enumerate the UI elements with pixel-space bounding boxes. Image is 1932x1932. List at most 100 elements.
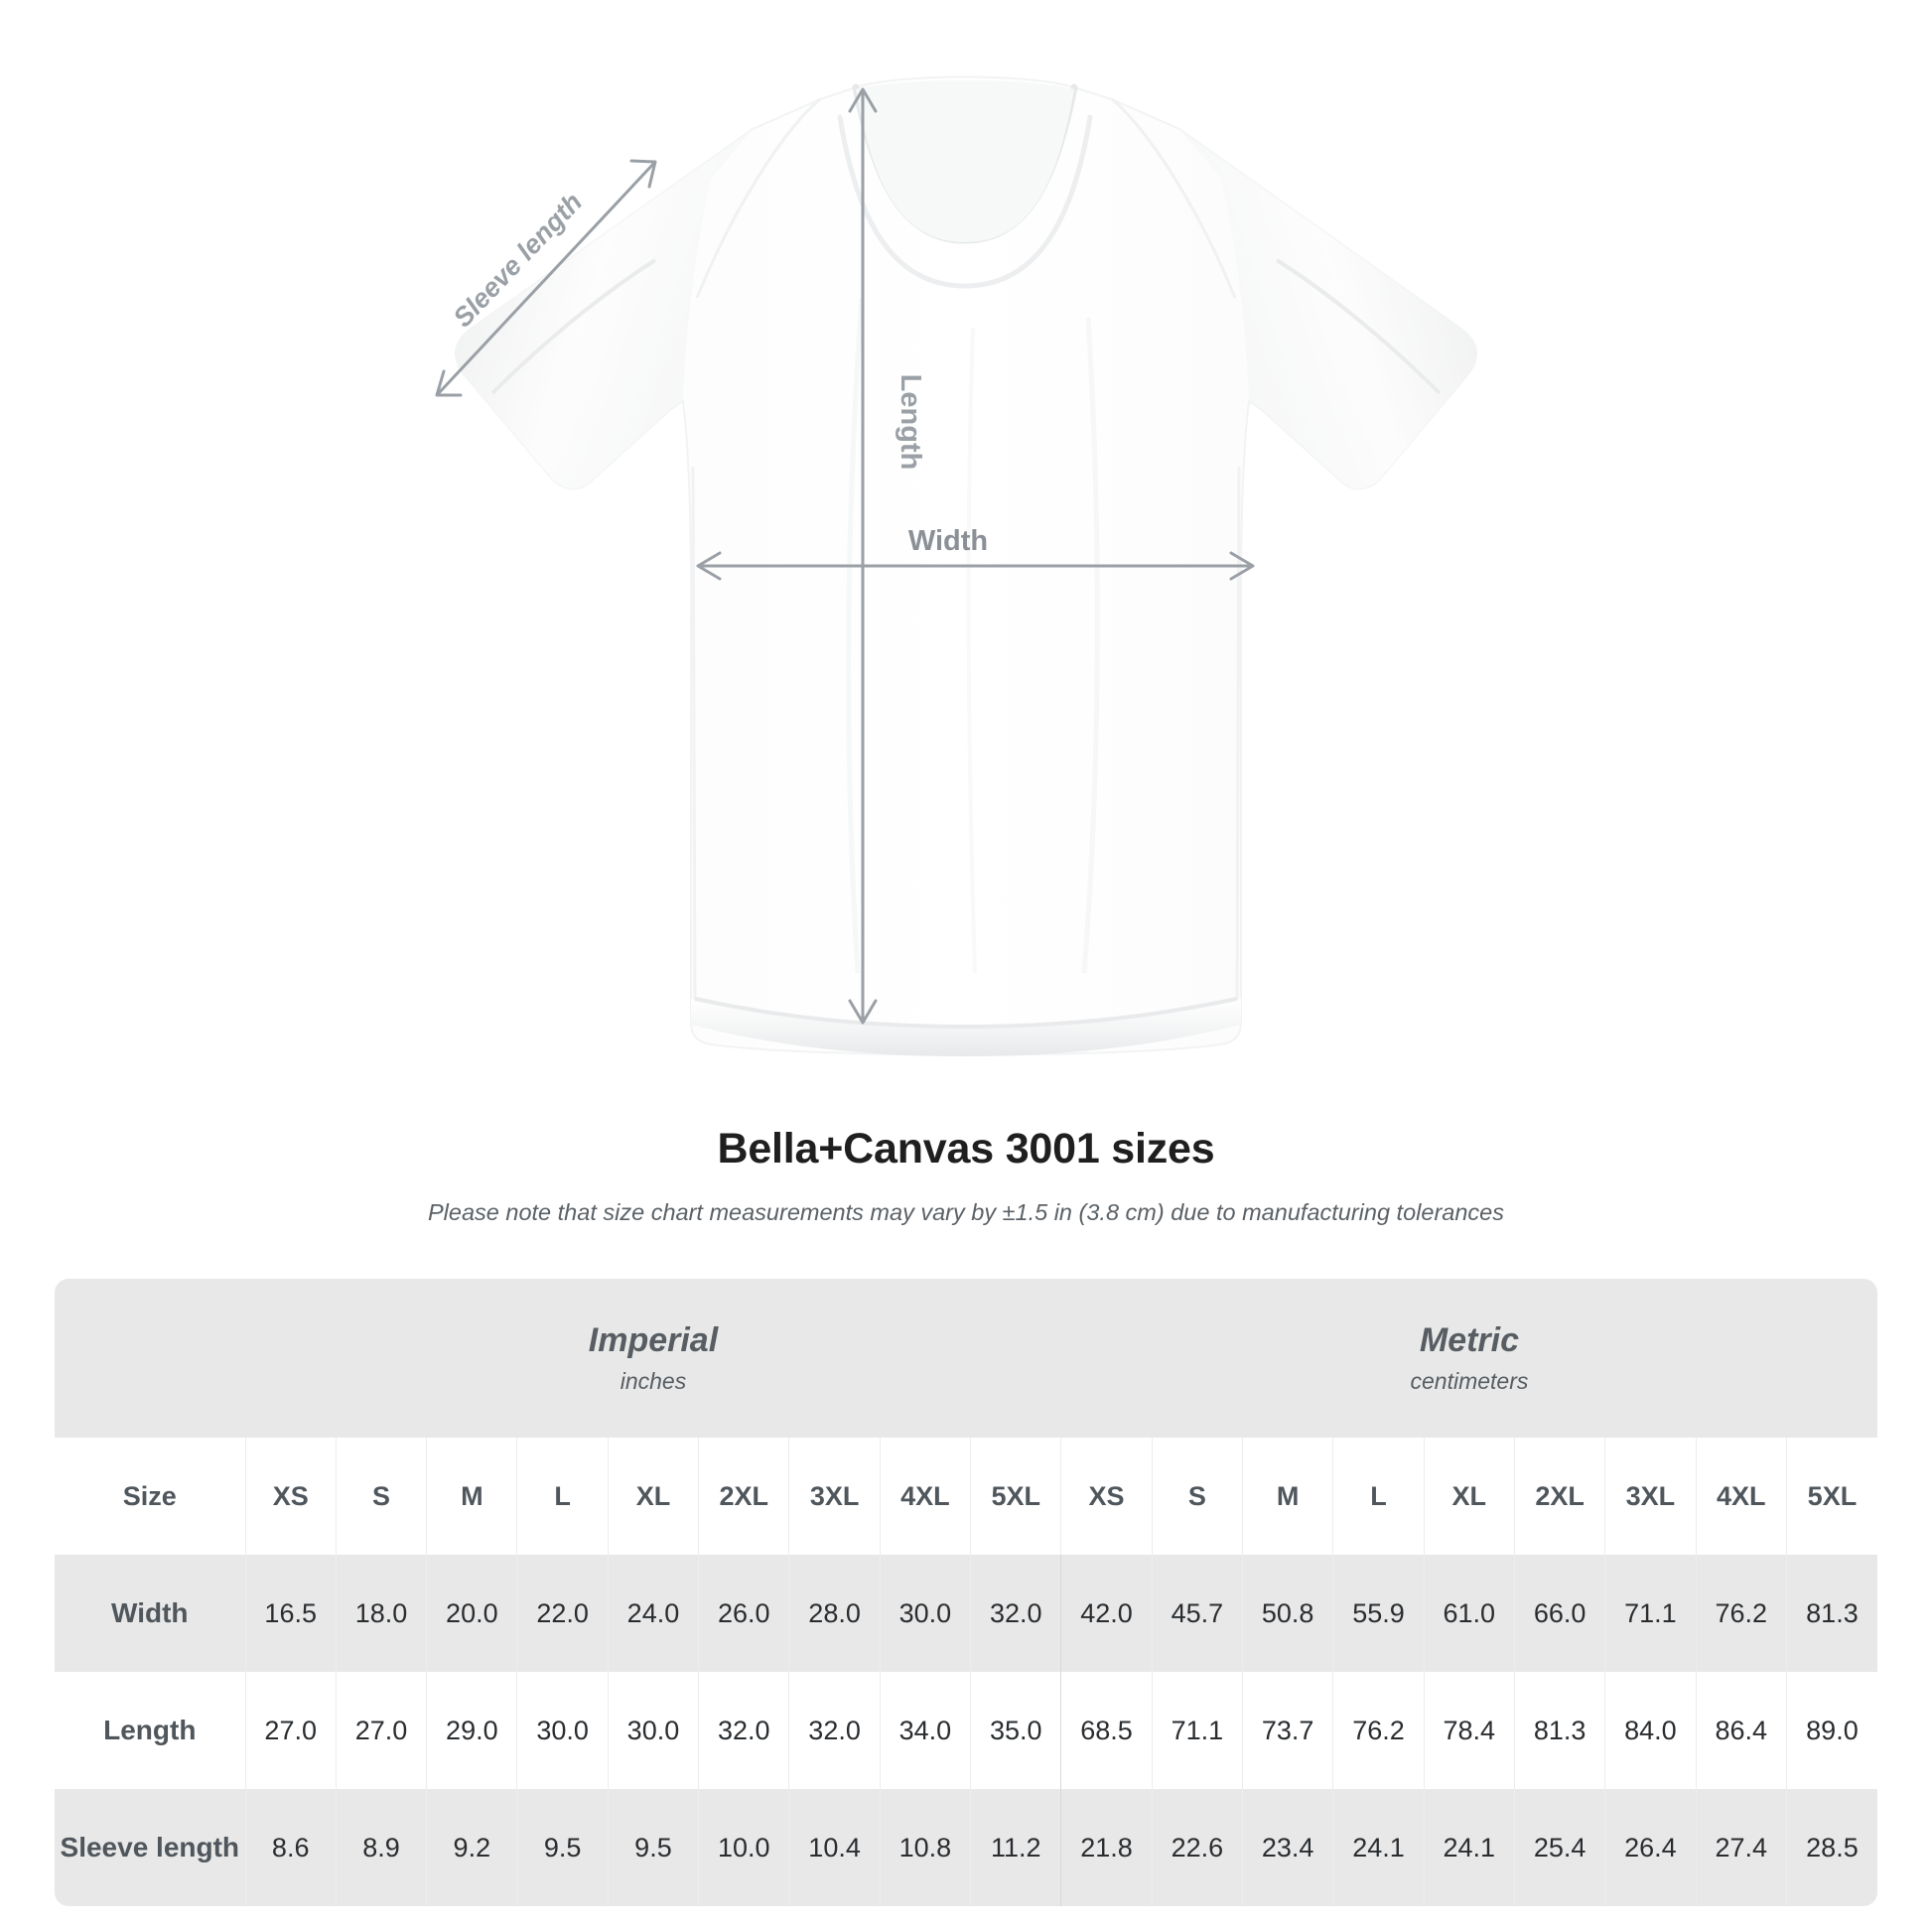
cell-imperial-0: 8.6 (244, 1789, 337, 1906)
tshirt-diagram: Sleeve length Length Width (435, 75, 1477, 1056)
cell-imperial-4: 9.5 (607, 1789, 699, 1906)
cell-metric-2: 50.8 (1242, 1555, 1333, 1672)
width-arrowhead-left (696, 551, 722, 581)
cell-imperial-6: 28.0 (788, 1555, 881, 1672)
unit-corner-cell (55, 1279, 246, 1438)
length-dimension (848, 87, 878, 1025)
size-header-sizes_metric-5xl: 5XL (1785, 1438, 1877, 1555)
size-header-sizes_imperial-s: S (335, 1438, 427, 1555)
table-row: Width 16.5 18.0 20.0 22.0 24.0 26.0 28.0 30.0 32.… (55, 1555, 1877, 1672)
tolerance-note: Please note that size chart measurements… (428, 1198, 1504, 1225)
cell-metric-3: 76.2 (1332, 1672, 1425, 1789)
size-header-sizes_imperial-l: L (516, 1438, 609, 1555)
cell-metric-0: 68.5 (1060, 1672, 1153, 1789)
cell-imperial-8: 11.2 (970, 1789, 1061, 1906)
sleeve-length-dimension (435, 159, 657, 397)
measurement-annotations (435, 87, 1255, 1025)
cell-imperial-1: 18.0 (335, 1555, 427, 1672)
cell-metric-5: 66.0 (1513, 1555, 1605, 1672)
size-header-sizes_metric-l: L (1332, 1438, 1425, 1555)
cell-imperial-7: 34.0 (879, 1672, 971, 1789)
collar-inner (837, 114, 1093, 289)
cell-imperial-2: 9.2 (426, 1789, 517, 1906)
size-header-row: Size XS S M L XL 2XL 3XL 4XL 5XL XS S M L XL 2XL 3XL 4XL… (55, 1438, 1877, 1555)
cell-imperial-8: 32.0 (970, 1555, 1061, 1672)
cell-metric-6: 84.0 (1604, 1672, 1697, 1789)
cell-imperial-4: 24.0 (607, 1555, 699, 1672)
size-chart-table: Imperial inches Metric centimeters Size XS S… (55, 1279, 1877, 1906)
unit-group-metric: Metric centimeters (1060, 1279, 1877, 1438)
row-label-width: Width (55, 1555, 246, 1672)
size-header-sizes_imperial-m: M (426, 1438, 517, 1555)
size-table-container: Imperial inches Metric centimeters Size XS S… (55, 1279, 1877, 1906)
cell-metric-8: 28.5 (1785, 1789, 1877, 1906)
unit-group-name: Imperial (588, 1321, 719, 1360)
size-header-sizes_imperial-3xl: 3XL (788, 1438, 881, 1555)
width-dimension (696, 551, 1255, 581)
cell-metric-4: 61.0 (1423, 1555, 1515, 1672)
size-header-sizes_imperial-5xl: 5XL (970, 1438, 1061, 1555)
unit-group-imperial: Imperial inches (245, 1279, 1061, 1438)
cell-metric-8: 89.0 (1785, 1672, 1877, 1789)
sleeve-length-arrowhead-bottom (435, 369, 463, 397)
tshirt-right-sleeve (1179, 129, 1477, 489)
size-header-sizes_metric-xl: XL (1423, 1438, 1515, 1555)
sleeve-length-arrowhead-top (629, 159, 657, 189)
row-label-sleeve-length: Sleeve length (55, 1789, 246, 1906)
right-sleeve-cuff-line (1275, 258, 1442, 395)
size-header-sizes_metric-4xl: 4XL (1695, 1438, 1787, 1555)
cell-metric-6: 26.4 (1604, 1789, 1697, 1906)
page-title: Bella+Canvas 3001 sizes (717, 1125, 1215, 1173)
cell-imperial-5: 10.0 (698, 1789, 789, 1906)
length-arrowhead-top (848, 87, 878, 113)
size-header-sizes_metric-xs: XS (1060, 1438, 1153, 1555)
collar-opening-fill (856, 80, 1074, 242)
cell-metric-2: 73.7 (1242, 1672, 1333, 1789)
cell-imperial-3: 30.0 (516, 1672, 609, 1789)
cell-metric-5: 25.4 (1513, 1789, 1605, 1906)
unit-group-name: Metric (1419, 1321, 1520, 1360)
size-header-sizes_imperial-2xl: 2XL (698, 1438, 789, 1555)
cell-metric-7: 27.4 (1695, 1789, 1787, 1906)
cell-imperial-4: 30.0 (607, 1672, 699, 1789)
fabric-fold-1 (846, 297, 865, 974)
cell-metric-3: 55.9 (1332, 1555, 1425, 1672)
cell-metric-5: 81.3 (1513, 1672, 1605, 1789)
cell-imperial-8: 35.0 (970, 1672, 1061, 1789)
cell-metric-2: 23.4 (1242, 1789, 1333, 1906)
left-shoulder-seam (695, 97, 821, 299)
cell-metric-6: 71.1 (1604, 1555, 1697, 1672)
sleeve-length-line (435, 160, 657, 397)
width-arrowhead-right (1229, 551, 1255, 581)
cell-imperial-0: 27.0 (244, 1672, 337, 1789)
cell-metric-1: 22.6 (1151, 1789, 1243, 1906)
width-label: Width (908, 525, 988, 557)
cell-imperial-7: 10.8 (879, 1789, 971, 1906)
table-row: Length 27.0 27.0 29.0 30.0 30.0 32.0 32.0 34.0 35… (55, 1672, 1877, 1789)
cell-imperial-7: 30.0 (879, 1555, 971, 1672)
unit-group-subtitle: centimeters (1410, 1368, 1529, 1395)
cell-imperial-3: 22.0 (516, 1555, 609, 1672)
cell-metric-3: 24.1 (1332, 1789, 1425, 1906)
cell-metric-1: 71.1 (1151, 1672, 1243, 1789)
cell-imperial-0: 16.5 (244, 1555, 337, 1672)
unit-group-subtitle: inches (620, 1368, 687, 1395)
cell-imperial-6: 32.0 (788, 1672, 881, 1789)
row-label-length: Length (55, 1672, 246, 1789)
right-side-seam (1235, 466, 1241, 1014)
left-side-seam (691, 466, 697, 1014)
cell-imperial-5: 26.0 (698, 1555, 789, 1672)
length-label: Length (895, 374, 926, 471)
cell-metric-4: 24.1 (1423, 1789, 1515, 1906)
right-shoulder-seam (1111, 97, 1237, 299)
size-header-sizes_metric-m: M (1242, 1438, 1333, 1555)
cell-imperial-1: 8.9 (335, 1789, 427, 1906)
cell-imperial-3: 9.5 (516, 1789, 609, 1906)
table-row: Sleeve length 8.6 8.9 9.2 9.5 9.5 10.0 10.4 10.8… (55, 1789, 1877, 1906)
cell-imperial-6: 10.4 (788, 1789, 881, 1906)
size-header-sizes_metric-s: S (1151, 1438, 1243, 1555)
size-row-label: Size (55, 1438, 246, 1555)
cell-imperial-2: 20.0 (426, 1555, 517, 1672)
length-arrowhead-bottom (848, 999, 878, 1025)
cell-metric-7: 86.4 (1695, 1672, 1787, 1789)
